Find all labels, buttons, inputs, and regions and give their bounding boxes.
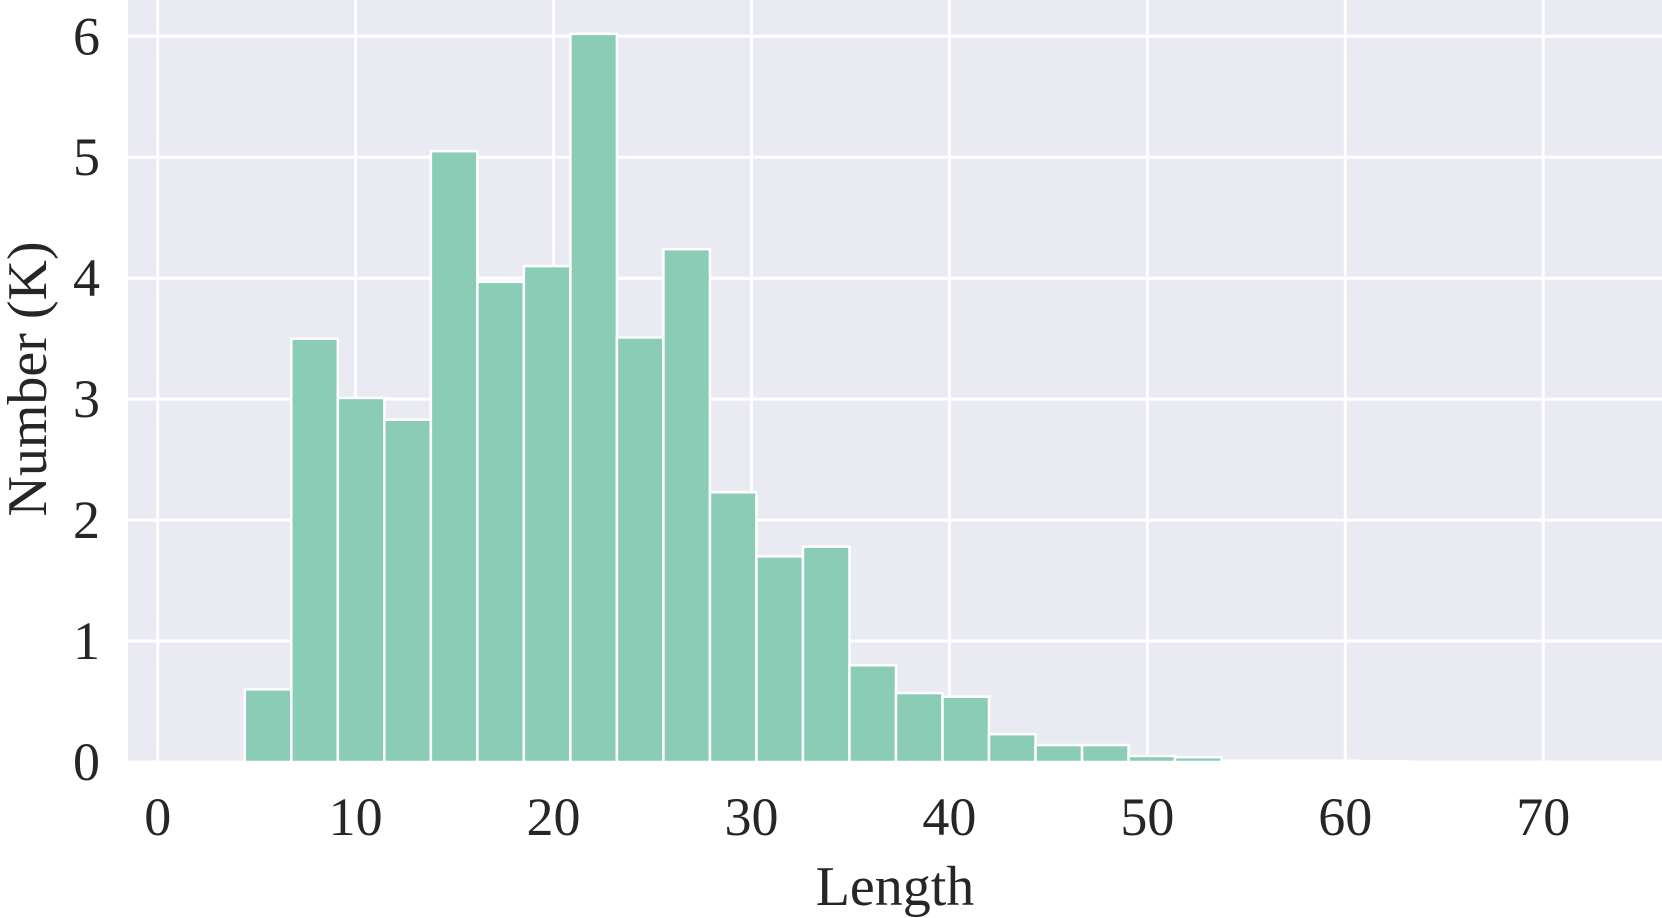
histogram-bar	[1359, 760, 1409, 764]
y-tick-label: 4	[73, 248, 100, 308]
histogram-bar	[476, 280, 526, 764]
histogram-bar	[522, 264, 572, 764]
x-tick-label: 40	[922, 787, 976, 847]
histogram-bar	[429, 149, 479, 764]
x-axis-label: Length	[816, 856, 975, 918]
y-tick-label: 2	[73, 490, 100, 550]
x-tick-label: 10	[329, 787, 383, 847]
x-tick-labels: 0 10 20 30 40 50 60 70	[144, 787, 1570, 847]
histogram-bar	[708, 491, 758, 764]
histogram-bar	[615, 336, 665, 764]
histogram-bar	[383, 418, 433, 764]
histogram-bar	[336, 396, 386, 764]
histogram-bar	[1127, 754, 1177, 764]
x-tick-label: 50	[1120, 787, 1174, 847]
histogram-bar	[894, 691, 944, 764]
histogram-bar	[1034, 743, 1084, 764]
histogram-bar	[1173, 755, 1223, 764]
histogram-bar	[801, 545, 851, 764]
x-tick-label: 60	[1318, 787, 1372, 847]
y-tick-label: 0	[73, 732, 100, 792]
histogram-bar	[755, 555, 805, 764]
histogram-bar	[848, 663, 898, 764]
x-tick-label: 0	[144, 787, 171, 847]
y-tick-label: 5	[73, 127, 100, 187]
x-tick-label: 30	[724, 787, 778, 847]
histogram-bar	[1266, 759, 1316, 764]
histogram-bar	[1220, 759, 1270, 764]
histogram-bar	[1080, 743, 1130, 764]
histogram-bar	[662, 247, 712, 764]
histogram-bar	[243, 688, 293, 764]
histogram-bar	[941, 695, 991, 764]
y-tick-label: 6	[73, 6, 100, 66]
y-axis-label: Number (K)	[0, 241, 59, 516]
y-tick-label: 3	[73, 369, 100, 429]
histogram-bar	[569, 32, 619, 764]
y-tick-label: 1	[73, 611, 100, 671]
histogram-bar	[1313, 759, 1363, 764]
histogram-bar	[290, 337, 340, 764]
x-tick-label: 70	[1516, 787, 1570, 847]
y-tick-labels: 0 1 2 3 4 5 6	[73, 6, 100, 792]
x-tick-label: 20	[527, 787, 581, 847]
histogram-bar	[987, 732, 1037, 764]
bars	[243, 32, 1409, 764]
